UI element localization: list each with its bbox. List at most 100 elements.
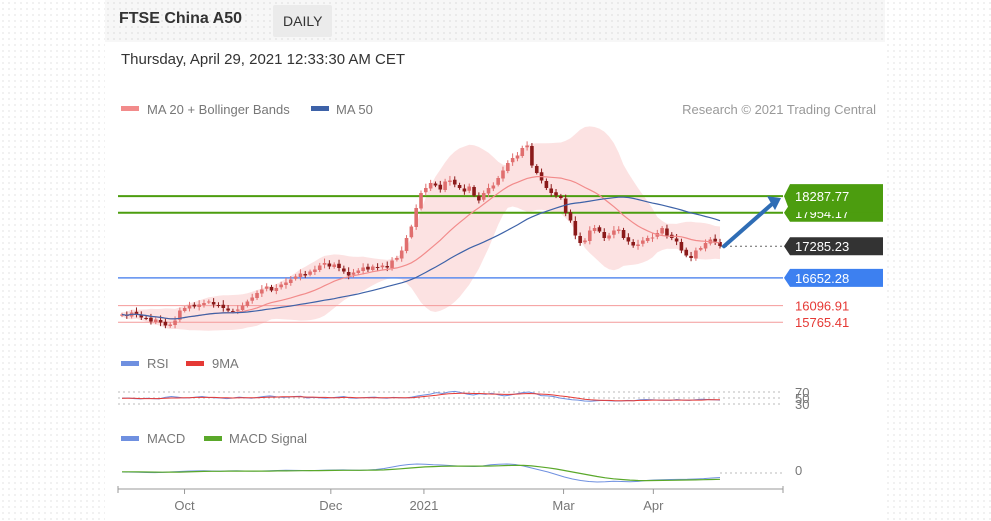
candle-body xyxy=(342,268,346,272)
instrument-title: FTSE China A50 xyxy=(119,10,242,27)
candle-body xyxy=(443,181,447,190)
candle-body xyxy=(279,284,283,288)
candle-body xyxy=(255,293,259,298)
candle-body xyxy=(231,311,235,312)
ma20-legend-label: MA 20 + Bollinger Bands xyxy=(147,102,290,117)
x-axis-tick-label: Oct xyxy=(174,498,195,513)
page-background-left xyxy=(0,0,105,521)
candle-body xyxy=(665,228,669,236)
x-axis-tick-label: Apr xyxy=(643,498,664,513)
candle-body xyxy=(674,238,679,242)
macd-zero-label: 0 xyxy=(795,463,802,478)
candle-body xyxy=(409,226,414,238)
candle-body xyxy=(250,297,255,301)
candle-body xyxy=(120,314,124,316)
candle-body xyxy=(366,266,370,270)
candle-body xyxy=(621,230,626,238)
price-tag-label: 18287.77 xyxy=(795,189,849,204)
candle-body xyxy=(559,196,563,198)
candle-body xyxy=(573,221,578,236)
candle-body xyxy=(703,243,708,249)
candle-body xyxy=(510,158,515,163)
candle-body xyxy=(607,235,611,239)
candle-body xyxy=(221,304,226,308)
candle-body xyxy=(317,265,322,270)
candle-body xyxy=(395,258,399,260)
price-tag-background xyxy=(784,237,883,256)
candle-body xyxy=(452,179,457,185)
candle-body xyxy=(496,178,500,185)
candle-body xyxy=(149,317,153,322)
candle-body xyxy=(144,318,148,319)
ma50-legend-label: MA 50 xyxy=(336,102,373,117)
candle-body xyxy=(583,240,587,243)
price-tag-label: 15765.41 xyxy=(795,315,849,330)
macd-panel: 0 xyxy=(121,463,802,483)
price-tag-background xyxy=(784,268,883,287)
rsi-level-label: 50 xyxy=(795,391,809,406)
candle-body xyxy=(361,267,365,271)
candle-body xyxy=(481,193,486,200)
x-axis-tick-label: 2021 xyxy=(409,498,438,513)
candle-body xyxy=(660,228,664,234)
rsi-level-label: 30 xyxy=(795,397,809,412)
candle-body xyxy=(216,305,221,306)
candle-body xyxy=(578,236,582,243)
candle-body xyxy=(139,314,144,318)
ma50-legend-swatch xyxy=(311,106,329,111)
candle-body xyxy=(486,188,491,194)
candle-body xyxy=(438,184,443,190)
rsi-ma-legend-label: 9MA xyxy=(212,356,239,371)
candle-body xyxy=(554,192,558,196)
candle-body xyxy=(284,282,288,285)
candle-body xyxy=(544,181,549,188)
candle-body xyxy=(313,269,317,272)
candle-body xyxy=(457,185,462,188)
candle-body xyxy=(549,188,554,193)
candle-body xyxy=(433,183,438,186)
candle-body xyxy=(501,170,505,179)
candle-body xyxy=(419,193,423,209)
rsi-ma-legend-swatch xyxy=(186,361,204,366)
candle-body xyxy=(592,228,597,231)
candle-body xyxy=(650,237,655,239)
candle-body xyxy=(264,286,269,289)
candle-body xyxy=(240,305,245,310)
candle-body xyxy=(332,264,336,267)
x-axis: Oct Dec 2021 Mar Apr xyxy=(117,486,784,513)
candle-body xyxy=(288,279,293,283)
candle-body xyxy=(563,198,568,213)
candle-body xyxy=(472,187,476,196)
timestamp: Thursday, April 29, 2021 12:33:30 AM CET xyxy=(121,51,406,68)
candle-body xyxy=(168,324,173,326)
candle-body xyxy=(568,212,573,221)
period-selector[interactable]: DAILY xyxy=(273,5,333,37)
candle-body xyxy=(689,256,693,258)
bollinger-band-area xyxy=(122,126,720,331)
candle-body xyxy=(645,238,650,241)
candle-body xyxy=(380,265,385,268)
candle-body xyxy=(424,188,428,193)
candle-body xyxy=(477,196,481,201)
price-tag-label: 16096.91 xyxy=(795,299,849,314)
price-tag-background xyxy=(784,184,883,213)
candle-body xyxy=(404,238,409,251)
page-background-right xyxy=(885,0,991,521)
candle-body xyxy=(308,271,312,275)
macd-signal-legend-label: MACD Signal xyxy=(229,431,307,446)
candle-body xyxy=(202,303,206,305)
candle-body xyxy=(631,242,635,246)
candle-body xyxy=(698,248,703,250)
candle-body xyxy=(616,229,621,231)
candle-body xyxy=(399,250,404,259)
candle-body xyxy=(211,302,216,305)
ma50-line xyxy=(121,196,721,320)
candle-body xyxy=(602,232,607,238)
candle-body xyxy=(641,240,645,244)
macd-signal-line xyxy=(122,464,721,482)
x-axis-tick-label: Mar xyxy=(552,498,575,513)
candle-body xyxy=(327,263,332,267)
candle-body xyxy=(491,185,496,189)
